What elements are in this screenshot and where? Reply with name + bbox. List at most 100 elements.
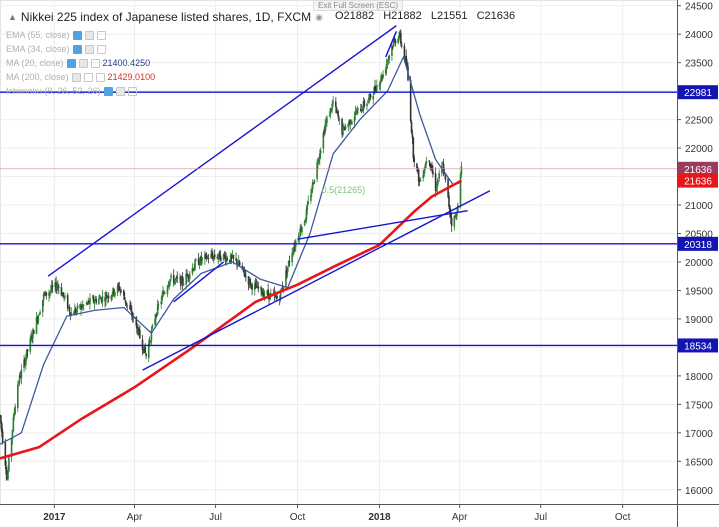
close-icon[interactable] (127, 86, 137, 96)
eye-icon[interactable] (103, 86, 113, 96)
candle-body (166, 286, 169, 294)
candle-body (44, 291, 47, 296)
gear-icon[interactable] (84, 30, 94, 40)
candle-body (411, 133, 414, 138)
candle-body (148, 342, 151, 343)
candle-body (459, 174, 462, 205)
close-icon[interactable] (95, 72, 105, 82)
candle-body (213, 254, 216, 258)
candle-body (37, 315, 40, 323)
candle-body (249, 279, 252, 286)
candle-body (123, 290, 125, 296)
candle-body (342, 126, 344, 135)
x-tick-label: Apr (452, 512, 468, 523)
candle-body (298, 236, 301, 239)
candle-body (92, 296, 95, 303)
candle-body (274, 295, 277, 297)
x-tick-label: Oct (290, 512, 306, 523)
x-tick-label: Oct (615, 512, 631, 523)
candle-body (381, 75, 383, 79)
candle-body (42, 293, 45, 301)
candle-body (329, 107, 332, 115)
candle-body (107, 296, 110, 299)
candle-body (394, 40, 397, 44)
candle-body (412, 137, 415, 159)
candle-body (110, 295, 113, 300)
y-tick-label: 18000 (685, 372, 713, 383)
candle-body (337, 115, 340, 119)
candle-body (98, 297, 101, 299)
candle-body (48, 292, 50, 296)
trend-line (297, 210, 468, 240)
candle-body (357, 107, 359, 109)
candle-body (43, 293, 46, 295)
gear-icon[interactable] (71, 72, 81, 82)
candle-body (403, 46, 406, 60)
eye-icon[interactable] (72, 30, 82, 40)
candle-body (55, 282, 57, 291)
candle-body (260, 286, 262, 290)
candle-body (199, 256, 202, 265)
fib-annotation: 0.5(21265) (322, 185, 366, 195)
x-tick-label: 2017 (43, 512, 66, 523)
candle-body (14, 406, 16, 415)
exit-fullscreen-button[interactable]: Exit Full Screen (ESC) (313, 0, 404, 11)
candle-body (367, 101, 369, 103)
candle-body (405, 55, 407, 66)
candles (0, 29, 463, 481)
eye-icon[interactable] (72, 44, 82, 54)
candle-body (275, 296, 277, 298)
candle-body (226, 257, 228, 261)
candle-body (98, 298, 100, 304)
close-icon[interactable] (90, 58, 100, 68)
candle-body (413, 157, 416, 163)
candle-body (344, 126, 347, 129)
candle-body (23, 359, 25, 369)
series-toggle-icon[interactable]: ◉ (315, 11, 323, 22)
candle-body (285, 270, 287, 287)
close-icon[interactable] (96, 44, 106, 54)
candle-body (80, 305, 82, 310)
plot-area (0, 0, 678, 505)
trend-line (142, 190, 491, 371)
candle-body (75, 310, 78, 312)
candle-body (76, 305, 79, 309)
candle-body (57, 286, 60, 288)
candle-body (139, 330, 141, 339)
candle-body (397, 38, 399, 44)
legend-ma20[interactable]: MA (20, close) 21400.4250 (6, 56, 150, 70)
candle-body (216, 256, 219, 259)
candle-body (111, 294, 114, 297)
y-tick-label: 24000 (685, 30, 713, 41)
gear-icon[interactable] (84, 44, 94, 54)
candle-body (113, 289, 115, 295)
candle-body (211, 252, 213, 257)
candle-body (398, 35, 400, 40)
candle-body (94, 298, 97, 301)
candle-body (10, 438, 13, 458)
legend-ma200[interactable]: MA (200, close) 21429.0100 (6, 70, 155, 84)
candle-body (0, 423, 3, 433)
settings-icon[interactable] (83, 72, 93, 82)
gear-icon[interactable] (115, 86, 125, 96)
gear-icon[interactable] (78, 58, 88, 68)
candle-body (409, 80, 412, 121)
candle-body (136, 326, 138, 334)
close-icon[interactable] (96, 30, 106, 40)
eye-icon[interactable] (66, 58, 76, 68)
candle-body (39, 312, 41, 315)
legend-ichimoku[interactable]: Ichimoku (9, 26, 52, 26) (6, 84, 137, 98)
candle-body (26, 349, 29, 352)
legend-ema34[interactable]: EMA (34, close) (6, 42, 106, 56)
candle-body (351, 121, 353, 125)
candle-body (117, 284, 120, 287)
candle-body (276, 295, 278, 299)
candle-body (188, 276, 190, 278)
candle-body (142, 349, 145, 353)
collapse-chevron-icon[interactable]: ▲ (8, 12, 17, 22)
candle-body (89, 297, 91, 304)
candle-body (106, 295, 108, 298)
y-tick-label: 23500 (685, 59, 713, 70)
legend-ema55[interactable]: EMA (55, close) (6, 28, 106, 42)
